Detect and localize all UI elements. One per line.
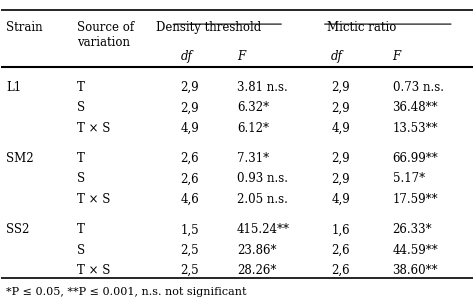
Text: 4,9: 4,9 [331, 122, 350, 135]
Text: 26.33*: 26.33* [392, 223, 432, 236]
Text: 7.31*: 7.31* [237, 152, 269, 165]
Text: S: S [77, 173, 85, 185]
Text: 23.86*: 23.86* [237, 244, 276, 257]
Text: 13.53**: 13.53** [392, 122, 438, 135]
Text: S: S [77, 244, 85, 257]
Text: F: F [237, 50, 245, 63]
Text: 36.48**: 36.48** [392, 101, 438, 114]
Text: *P ≤ 0.05, **P ≤ 0.001, n.s. not significant: *P ≤ 0.05, **P ≤ 0.001, n.s. not signifi… [6, 287, 246, 297]
Text: 2,9: 2,9 [331, 101, 350, 114]
Text: 2,9: 2,9 [331, 81, 350, 94]
Text: 1,6: 1,6 [331, 223, 350, 236]
Text: 1,5: 1,5 [181, 223, 199, 236]
Text: 2,5: 2,5 [181, 244, 199, 257]
Text: 6.12*: 6.12* [237, 122, 269, 135]
Text: T: T [77, 81, 85, 94]
Text: Source of
variation: Source of variation [77, 21, 134, 49]
Text: 4,9: 4,9 [331, 193, 350, 206]
Text: SS2: SS2 [6, 223, 29, 236]
Text: T × S: T × S [77, 193, 110, 206]
Text: S: S [77, 101, 85, 114]
Text: 4,6: 4,6 [181, 193, 199, 206]
Text: 6.32*: 6.32* [237, 101, 269, 114]
Text: T: T [77, 152, 85, 165]
Text: 2,6: 2,6 [331, 244, 350, 257]
Text: 415.24**: 415.24** [237, 223, 290, 236]
Text: 2,9: 2,9 [181, 81, 199, 94]
Text: 2,6: 2,6 [181, 173, 199, 185]
Text: 44.59**: 44.59** [392, 244, 438, 257]
Text: 28.26*: 28.26* [237, 264, 276, 277]
Text: 2,9: 2,9 [331, 173, 350, 185]
Text: F: F [392, 50, 401, 63]
Text: 2.05 n.s.: 2.05 n.s. [237, 193, 288, 206]
Text: SM2: SM2 [6, 152, 34, 165]
Text: T: T [77, 223, 85, 236]
Text: 17.59**: 17.59** [392, 193, 438, 206]
Text: 66.99**: 66.99** [392, 152, 438, 165]
Text: T × S: T × S [77, 264, 110, 277]
Text: 2,6: 2,6 [331, 264, 350, 277]
Text: 0.93 n.s.: 0.93 n.s. [237, 173, 288, 185]
Text: 2,5: 2,5 [181, 264, 199, 277]
Text: 3.81 n.s.: 3.81 n.s. [237, 81, 288, 94]
Text: 0.73 n.s.: 0.73 n.s. [392, 81, 444, 94]
Text: 2,6: 2,6 [181, 152, 199, 165]
Text: T × S: T × S [77, 122, 110, 135]
Text: 2,9: 2,9 [181, 101, 199, 114]
Text: 4,9: 4,9 [181, 122, 199, 135]
Text: df: df [181, 50, 192, 63]
Text: 38.60**: 38.60** [392, 264, 438, 277]
Text: 2,9: 2,9 [331, 152, 350, 165]
Text: L1: L1 [6, 81, 21, 94]
Text: Mictic ratio: Mictic ratio [327, 21, 397, 34]
Text: df: df [331, 50, 343, 63]
Text: Strain: Strain [6, 21, 43, 34]
Text: 5.17*: 5.17* [392, 173, 425, 185]
Text: Density threshold: Density threshold [156, 21, 261, 34]
